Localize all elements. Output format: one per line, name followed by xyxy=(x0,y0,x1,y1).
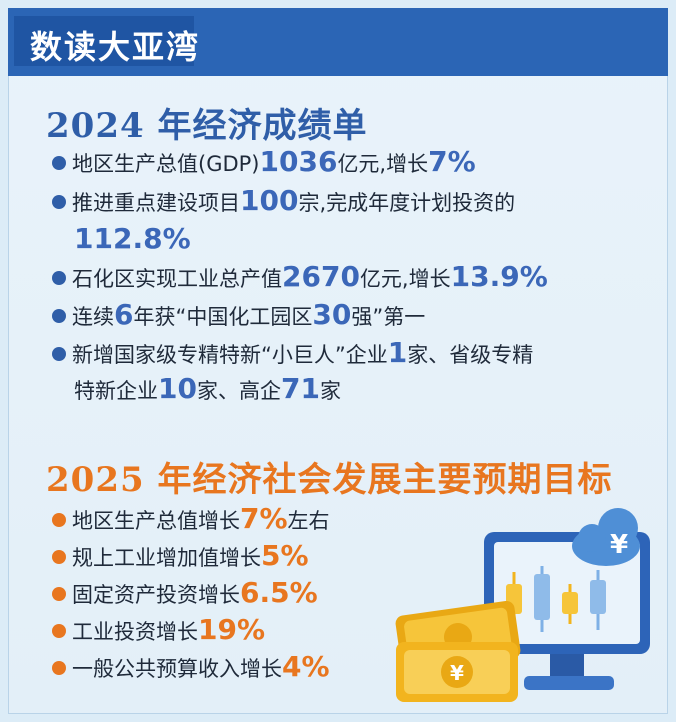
bullet-icon xyxy=(52,195,66,209)
finance-illustration: ¥ ¥ xyxy=(395,508,650,702)
list-item-2024-1: 地区生产总值(GDP)1036亿元,增长7% xyxy=(52,143,476,183)
bullet-icon xyxy=(52,156,66,170)
list-item-2024-5-cont: 特新企业10家、高企71家 xyxy=(74,372,341,405)
list-item-2025-3: 固定资产投资增长6.5% xyxy=(52,574,318,614)
money-icon: ¥ xyxy=(395,600,521,702)
bullet-icon xyxy=(52,347,66,361)
svg-text:¥: ¥ xyxy=(610,530,628,560)
bullet-icon xyxy=(52,271,66,285)
list-item-2024-3: 石化区实现工业总产值2670亿元,增长13.9% xyxy=(52,258,548,298)
header-tab xyxy=(14,16,194,66)
bullet-icon xyxy=(52,513,66,527)
section-2024-title: 2024 年经济成绩单 xyxy=(46,106,368,146)
list-item-2025-2: 规上工业增加值增长5% xyxy=(52,537,309,577)
list-item-2024-5: 新增国家级专精特新“小巨人”企业1家、省级专精 xyxy=(52,334,533,374)
bullet-icon xyxy=(52,309,66,323)
list-item-2024-2-cont: 112.8% xyxy=(74,222,191,255)
cloud-icon: ¥ xyxy=(572,508,640,566)
svg-text:¥: ¥ xyxy=(450,661,464,685)
page-title: 数读大亚湾 xyxy=(30,28,201,66)
bullet-icon xyxy=(52,587,66,601)
bullet-icon xyxy=(52,624,66,638)
list-item-2025-5: 一般公共预算收入增长4% xyxy=(52,648,330,688)
list-item-2024-4: 连续6年获“中国化工园区30强”第一 xyxy=(52,296,425,336)
bullet-icon xyxy=(52,550,66,564)
list-item-2024-2: 推进重点建设项目100宗,完成年度计划投资的 xyxy=(52,182,515,222)
list-item-2025-4: 工业投资增长19% xyxy=(52,611,265,651)
section-2025-title: 2025 年经济社会发展主要预期目标 xyxy=(46,460,613,500)
list-item-2025-1: 地区生产总值增长7%左右 xyxy=(52,500,330,540)
bullet-icon xyxy=(52,661,66,675)
